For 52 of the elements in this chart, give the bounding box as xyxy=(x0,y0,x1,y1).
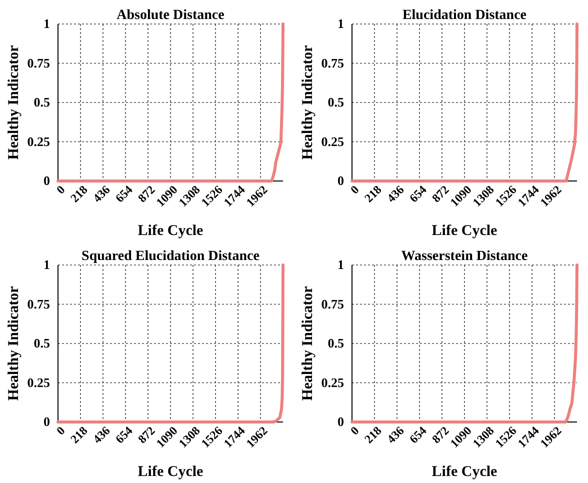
y-tick-label: 0.25 xyxy=(27,134,50,149)
y-tick-label: 0.75 xyxy=(27,296,50,312)
line-series xyxy=(56,264,284,424)
line-series xyxy=(350,264,578,424)
y-axis-title: Healthy Indicator xyxy=(6,44,22,160)
x-tick-label: 654 xyxy=(112,182,136,206)
x-tick-label: 436 xyxy=(90,424,113,446)
chart-title: Squared Elucidation Distance xyxy=(82,249,260,264)
x-axis-title: Life Cycle xyxy=(138,223,204,239)
x-tick-label: 0 xyxy=(348,182,362,197)
y-tick-label: 1 xyxy=(338,257,344,272)
x-tick-label: 218 xyxy=(362,182,384,206)
x-tick-label: 654 xyxy=(406,424,430,446)
y-tick-label: 1 xyxy=(338,16,344,32)
x-axis-title: Life Cycle xyxy=(432,464,498,480)
chart-title: Elucidation Distance xyxy=(402,8,527,23)
x-axis-title: Life Cycle xyxy=(138,464,204,480)
x-tick-label: 0 xyxy=(348,424,362,438)
x-tick-label: 0 xyxy=(54,182,68,197)
y-tick-label: 0.5 xyxy=(34,336,50,351)
x-axis-title: Life Cycle xyxy=(432,223,498,239)
y-axis-title: Healthy Indicator xyxy=(6,286,22,401)
x-tick-label: 0 xyxy=(54,424,68,438)
y-tick-label: 0.75 xyxy=(27,55,50,70)
y-tick-label: 0.5 xyxy=(328,336,344,351)
y-tick-label: 0.75 xyxy=(321,296,344,312)
x-tick-label: 872 xyxy=(429,182,452,206)
x-tick-label: 872 xyxy=(429,424,452,446)
y-tick-label: 1 xyxy=(44,16,50,32)
x-tick-label: 218 xyxy=(68,182,90,206)
y-tick-label: 0.5 xyxy=(328,94,344,110)
y-tick-label: 0.5 xyxy=(34,94,50,110)
x-tick-label: 218 xyxy=(362,424,384,446)
x-tick-label: 436 xyxy=(90,182,113,206)
chart-title: Absolute Distance xyxy=(116,8,224,23)
x-tick-label: 436 xyxy=(384,182,407,206)
y-tick-label: 0.75 xyxy=(321,55,344,70)
x-tick-label: 872 xyxy=(135,424,158,446)
x-tick-label: 218 xyxy=(68,424,90,446)
line-series xyxy=(350,22,578,182)
x-tick-label: 436 xyxy=(384,424,407,446)
x-tick-label: 654 xyxy=(112,424,136,446)
y-axis-title: Healthy Indicator xyxy=(300,44,316,160)
y-tick-label: 0.25 xyxy=(321,374,344,390)
y-tick-label: 0.25 xyxy=(27,374,50,390)
chart-title: Wasserstein Distance xyxy=(401,249,528,264)
y-tick-label: 1 xyxy=(44,257,50,272)
line-series xyxy=(56,22,284,182)
x-tick-label: 872 xyxy=(135,182,158,206)
y-axis-title: Healthy Indicator xyxy=(300,286,316,401)
x-tick-label: 654 xyxy=(406,182,430,206)
y-tick-label: 0.25 xyxy=(321,134,344,149)
